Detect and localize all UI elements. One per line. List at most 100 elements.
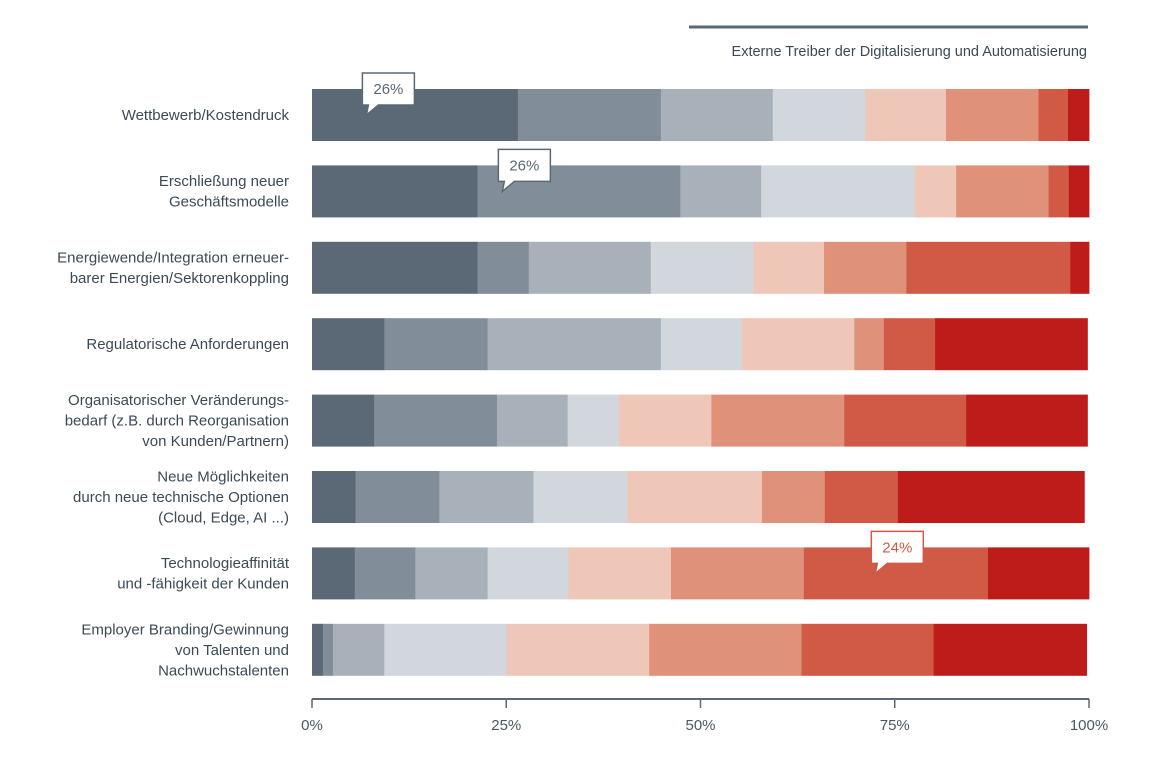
bar-segment-7-5: [649, 623, 802, 676]
bar-segment-0-2: [660, 89, 774, 141]
callout-0: 26%: [361, 72, 416, 117]
bar-segment-6-7: [987, 547, 1090, 600]
bar-segment-4-2: [496, 394, 569, 447]
category-label-4-2: von Kunden/Partnern): [142, 433, 289, 450]
bar-segment-6-4: [568, 547, 672, 600]
bar-segment-7-3: [384, 623, 507, 676]
chart-title-group: Externe Treiber der Digitalisierung und …: [689, 25, 1088, 60]
bar-segment-1-4: [914, 165, 957, 218]
bars-group: [312, 89, 1090, 676]
bar-segment-6-2: [415, 547, 488, 600]
x-tick-label-3: 75%: [880, 717, 910, 734]
bar-segment-6-3: [487, 547, 569, 600]
bar-segment-7-7: [933, 623, 1088, 676]
bar-segment-1-6: [1048, 165, 1070, 218]
category-label-7-2: Nachwuchstalenten: [158, 662, 289, 679]
bar-segment-5-7: [897, 471, 1085, 523]
x-tick-label-2: 50%: [685, 717, 715, 734]
callout-bubble-2: [870, 530, 925, 576]
bar-segment-3-6: [883, 318, 936, 371]
bar-segment-0-1: [517, 89, 662, 141]
bar-segment-4-3: [567, 394, 620, 447]
bar-segment-3-0: [312, 318, 385, 371]
bar-segment-2-3: [650, 241, 754, 294]
bar-segment-7-1: [322, 623, 334, 676]
bar-segment-3-4: [741, 318, 855, 371]
bar-segment-5-2: [439, 471, 534, 523]
bar-segment-4-0: [312, 394, 375, 447]
bar-segment-0-4: [865, 89, 947, 141]
bar-segment-2-4: [753, 241, 825, 294]
bar-segment-0-6: [1038, 89, 1069, 141]
category-label-4-0: Organisatorischer Veränderungs-: [68, 392, 289, 409]
callouts-group: 26% 26% 24%: [361, 72, 925, 576]
category-label-7-1: von Talenten und: [175, 642, 289, 659]
category-label-1-1: Geschäftsmodelle: [169, 194, 289, 211]
bar-segment-3-7: [935, 318, 1088, 371]
bar-segment-1-3: [761, 165, 916, 218]
bar-segment-6-0: [312, 547, 356, 600]
callout-label-0: 26%: [373, 81, 403, 98]
category-label-5-1: durch neue technische Optionen: [73, 489, 289, 506]
bar-segment-3-1: [384, 318, 488, 371]
category-label-5-0: Neue Möglichkeiten: [157, 469, 289, 486]
bar-segment-4-5: [711, 394, 845, 447]
bar-segment-0-3: [772, 89, 866, 141]
bar-segment-5-5: [761, 471, 826, 523]
bar-segment-7-4: [506, 623, 650, 676]
category-label-2-0: Energiewende/Integration erneuer-: [57, 250, 289, 267]
bar-segment-5-3: [533, 471, 628, 523]
bar-segment-2-7: [1070, 241, 1090, 294]
bar-segment-2-1: [477, 241, 530, 294]
x-axis: 0% 25% 50% 75% 100%: [301, 698, 1108, 734]
callout-2: 24%: [870, 530, 925, 576]
callout-1: 26%: [497, 148, 552, 194]
category-label-2-1: barer Energien/Sektorenkoppling: [70, 270, 289, 287]
category-label-6-1: und -fähigkeit der Kunden: [117, 576, 289, 593]
bar-segment-7-6: [801, 623, 934, 676]
category-label-4-1: bedarf (z.B. durch Reorganisation: [65, 413, 289, 430]
callout-label-2: 24%: [882, 539, 912, 556]
bar-segment-6-5: [670, 547, 805, 600]
bar-segment-3-2: [487, 318, 662, 371]
bar-segment-3-3: [660, 318, 743, 371]
callout-label-1: 26%: [509, 157, 539, 174]
bar-segment-3-5: [854, 318, 885, 371]
category-label-0-0: Wettbewerb/Kostendruck: [122, 107, 290, 124]
bar-segment-1-0: [312, 165, 478, 218]
chart-title: Externe Treiber der Digitalisierung und …: [732, 44, 1087, 60]
bar-segment-5-6: [824, 471, 899, 523]
x-tick-label-1: 25%: [491, 717, 521, 734]
bar-segment-4-1: [374, 394, 498, 447]
bar-segment-2-5: [824, 241, 907, 294]
bar-segment-7-0: [312, 623, 324, 676]
bar-segment-4-6: [844, 394, 967, 447]
bar-segment-2-2: [528, 241, 652, 294]
bar-segment-1-7: [1068, 165, 1090, 218]
bar-segment-4-7: [966, 394, 1088, 447]
bar-segment-5-4: [627, 471, 763, 523]
bar-segment-1-2: [680, 165, 762, 218]
bar-segment-6-1: [354, 547, 416, 600]
category-label-3-0: Regulatorische Anforderungen: [86, 336, 289, 353]
bar-segment-5-1: [355, 471, 440, 523]
x-tick-label-4: 100%: [1070, 717, 1108, 734]
bar-segment-7-2: [332, 623, 385, 676]
bar-segment-0-0: [312, 89, 519, 141]
bar-segment-4-4: [618, 394, 712, 447]
callout-bubble-1: [497, 148, 552, 194]
bar-segment-0-5: [946, 89, 1039, 141]
bar-segment-2-6: [906, 241, 1071, 294]
category-label-5-2: (Cloud, Edge, AI ...): [158, 510, 289, 527]
callout-bubble-0: [361, 72, 416, 117]
bar-segment-5-0: [312, 471, 356, 523]
category-labels-group: Wettbewerb/Kostendruck Erschließung neuer…: [57, 107, 290, 679]
bar-segment-1-5: [956, 165, 1049, 218]
bar-segment-0-7: [1068, 89, 1090, 141]
x-tick-label-0: 0%: [301, 717, 323, 734]
category-label-6-0: Technologieaffinität: [161, 555, 290, 572]
bar-segment-2-0: [312, 241, 478, 294]
category-label-1-0: Erschließung neuer: [159, 173, 289, 190]
